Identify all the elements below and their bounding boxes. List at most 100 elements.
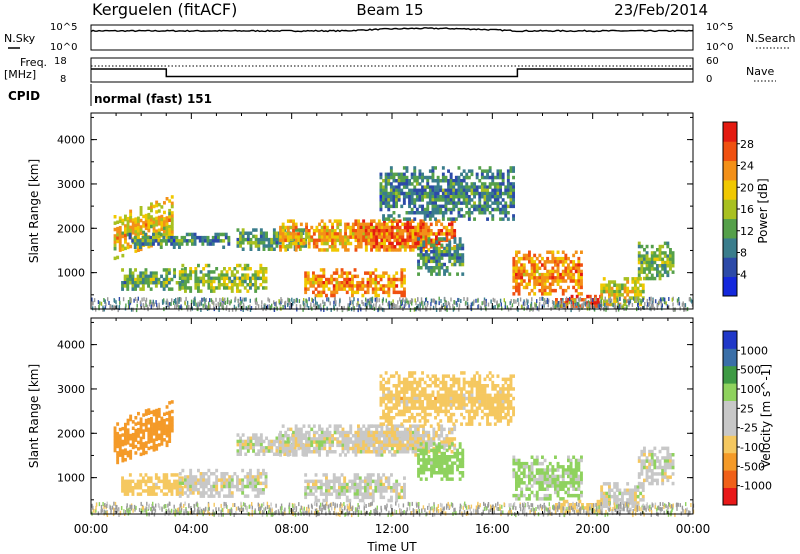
cell-r6 [372,434,376,438]
cell-r2 [154,239,158,243]
cell-r3 [212,270,216,274]
cell-r8 [441,204,445,209]
near-range-speck [385,298,387,303]
cell-r4 [239,237,242,242]
near-range-speck [368,300,370,305]
cell-r3 [199,276,203,281]
cell-r6 [395,290,399,295]
near-range-speck [365,297,367,302]
cell-r3 [184,289,187,293]
cell-r2 [189,491,193,495]
cell-r0 [116,435,120,439]
cell-r5 [325,492,328,496]
cell-r6 [304,274,308,279]
cell-r1 [180,489,184,493]
cell-r0 [155,229,159,233]
cell-r8 [389,214,393,218]
cell-r0 [152,412,156,417]
near-range-speck [554,304,557,309]
cell-r7 [357,229,360,233]
cell-r2 [206,242,210,246]
cell-r3 [230,270,234,274]
cell-r3 [243,276,247,281]
cell-r8 [405,182,409,186]
cell-r2 [210,484,213,489]
cell-r4 [294,424,298,428]
cell-r10 [525,253,529,258]
cell-r13 [658,276,662,281]
cell-r9 [422,253,426,257]
cell-r1 [154,271,158,275]
cell-r10 [559,276,563,280]
cell-r0 [150,224,153,229]
cell-r2 [191,488,195,492]
cell-r4 [299,443,303,448]
cell-r5 [403,222,407,227]
cell-r8 [428,195,432,199]
cell-r13 [663,254,667,258]
cell-r8 [392,172,396,177]
cell-r5 [312,241,316,246]
cell-r5 [297,245,301,249]
cell-r1 [165,482,169,487]
cell-r2 [238,488,242,492]
cell-r0 [168,212,172,216]
cell-r6 [397,277,401,282]
cell-r4 [279,453,282,457]
cell-r4 [272,231,276,235]
cell-r10 [551,282,555,286]
near-range-speck [245,297,247,302]
cell-r5 [325,482,328,487]
cell-r8 [460,201,463,205]
cell-r10 [541,292,544,296]
cell-r6 [351,281,354,285]
cell-r4 [346,437,350,441]
cell-r5 [312,245,316,249]
cell-r8 [488,211,492,215]
cell-r1 [144,281,148,285]
cell-r9 [432,250,436,254]
cell-r0 [113,448,117,453]
cell-r5 [396,225,399,230]
cell-r0 [116,422,120,426]
cell-r5 [309,489,313,493]
cell-r3 [233,267,237,271]
cell-r5 [351,486,354,490]
cell-r6 [345,284,349,288]
cell-r3 [301,449,305,453]
cell-r8 [387,217,391,221]
near-range-speck [317,304,319,309]
near-range-speck [671,297,673,302]
cell-r0 [144,409,148,413]
near-range-speck [457,297,459,302]
cell-r1 [173,268,176,272]
cell-r5 [358,482,362,487]
near-range-speck [435,300,438,305]
cell-r7 [359,232,363,236]
near-range-speck [208,302,210,307]
cell-r4 [357,427,360,432]
near-range-speck [370,300,372,305]
cell-r7 [375,235,379,239]
cell-r6 [400,281,404,285]
cell-r3 [252,446,255,450]
near-range-speck [306,299,308,304]
cell-r0 [152,448,156,452]
cell-r8 [410,188,414,193]
cell-r2 [228,484,232,489]
cell-r8 [402,185,406,189]
cell-r8 [496,172,500,177]
cell-r4 [328,440,332,444]
cell-r5 [377,248,381,252]
cell-r8 [426,204,430,209]
cell-r10 [543,292,547,296]
cell-r2 [184,491,187,495]
near-range-speck [481,301,483,306]
cell-r2 [188,232,192,237]
cell-r3 [254,283,258,287]
cell-r3 [239,439,242,444]
cell-r3 [239,452,242,456]
cell-r5 [331,222,334,227]
cell-r5 [361,486,365,490]
cell-r8 [506,204,510,209]
